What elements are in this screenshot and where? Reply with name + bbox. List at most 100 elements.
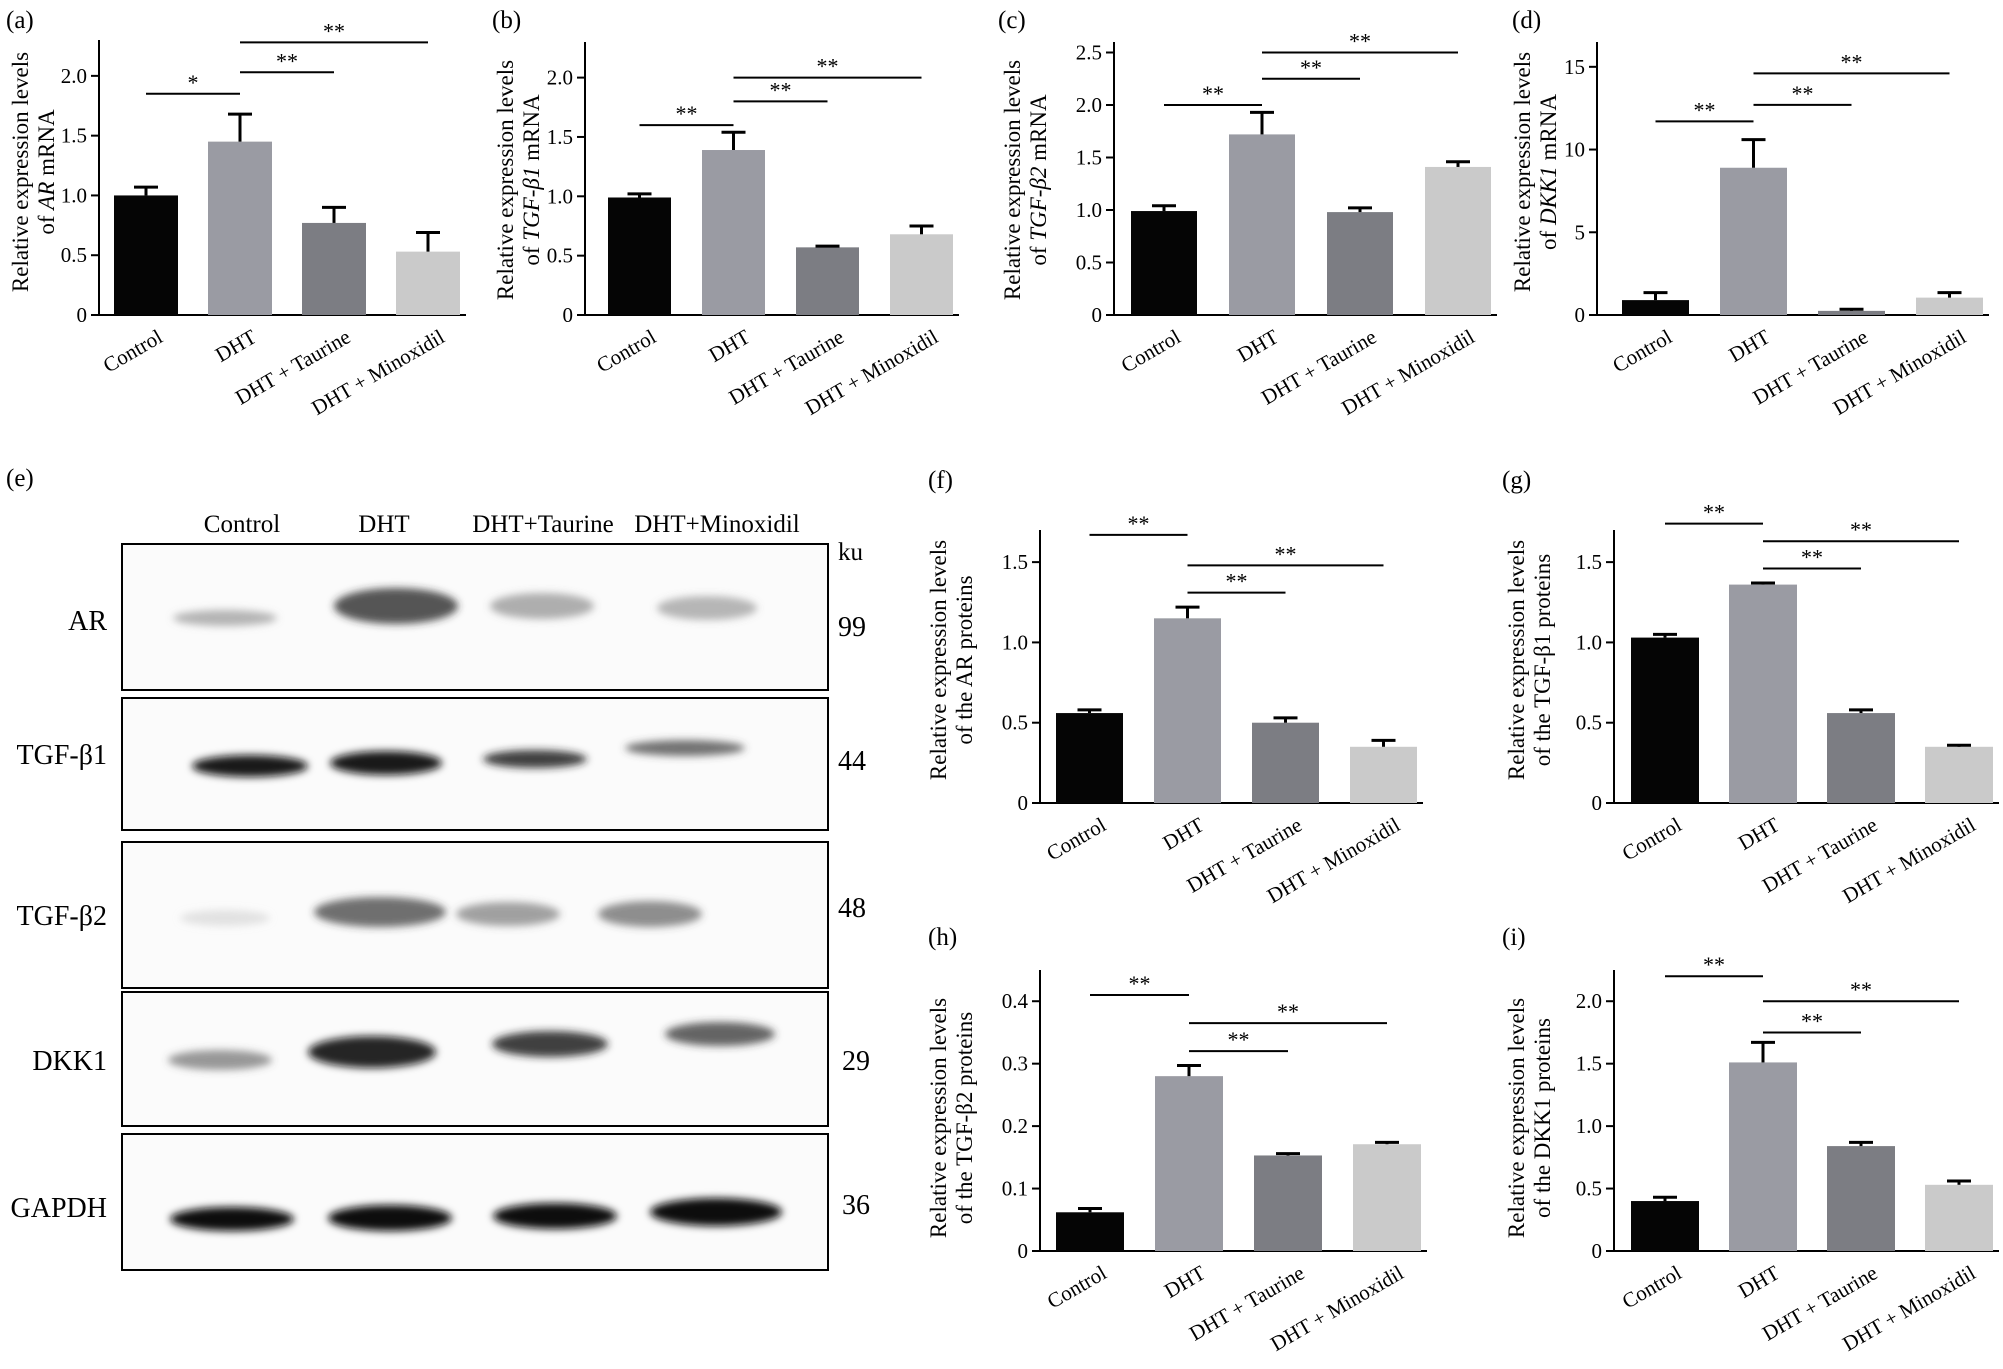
blot-row-size-dkk1: 29 <box>842 1046 870 1077</box>
blot-row-label-gapdh: GAPDH <box>11 1193 107 1224</box>
y-tick-label: 0 <box>1018 1239 1029 1263</box>
x-category-label: Control <box>1608 324 1676 377</box>
panel-label-e: (e) <box>6 465 34 492</box>
x-category-label: DHT <box>1160 1260 1210 1302</box>
blot-bands-ar <box>173 588 757 626</box>
band-tgfb2-dht <box>314 897 446 927</box>
significance-marker: ** <box>1850 977 1872 1002</box>
significance-marker: ** <box>1703 952 1725 977</box>
y-tick-label: 0.5 <box>61 243 87 267</box>
y-axis-title-line2: of the TGF-β2 proteins <box>952 1012 977 1225</box>
y-axis-title-prefix: of <box>34 210 59 235</box>
bar-taurine <box>1818 310 1885 315</box>
x-category-label: DHT <box>1734 812 1784 854</box>
y-tick-label: 1.5 <box>1002 550 1028 574</box>
blot-bands-tgfb2 <box>180 897 702 927</box>
band-tgfb1-dht-minoxidil <box>625 740 745 756</box>
bar-minoxidil <box>1353 1144 1421 1251</box>
y-tick-label: 0.1 <box>1002 1177 1028 1201</box>
bar-dht <box>1154 618 1221 803</box>
blot-row-size-tgfb2: 48 <box>838 893 866 924</box>
band-tgfb2-control <box>180 910 270 926</box>
panel-label: (a) <box>6 7 34 34</box>
significance-marker: ** <box>1694 97 1716 122</box>
bar-taurine <box>1252 722 1319 803</box>
bar-control <box>1056 713 1123 803</box>
chart-panel-7: (i) Relative expression levelsof the DKK1… <box>1502 924 1999 1356</box>
band-tgfb2-dht-minoxidil <box>598 901 702 927</box>
band-ar-dht-taurine <box>490 593 594 619</box>
significance-marker: ** <box>1349 29 1371 54</box>
y-axis-title-line1: Relative expression levels <box>1000 60 1025 300</box>
y-axis-title-suffix: mRNA <box>519 94 544 167</box>
bar-minoxidil <box>1925 746 1993 803</box>
band-ar-control <box>173 610 277 626</box>
panel-label: (g) <box>1502 467 1531 494</box>
y-axis-title: Relative expression levelsof the TGF-β2 … <box>926 998 977 1238</box>
y-tick-label: 1.0 <box>1002 630 1028 654</box>
y-axis-title-line2: of the AR proteins <box>952 575 977 744</box>
band-dkk1-control <box>168 1050 272 1070</box>
significance-marker: ** <box>323 18 345 43</box>
blot-row-label-dkk1: DKK1 <box>32 1046 107 1077</box>
bar-control <box>1631 637 1699 803</box>
y-tick-label: 2.0 <box>547 66 573 90</box>
significance-marker: ** <box>1275 541 1297 566</box>
x-category-label: DHT <box>1159 812 1209 854</box>
blot-bands-tgfb1 <box>192 740 745 777</box>
significance-marker: ** <box>1792 81 1814 106</box>
significance-marker: ** <box>1801 545 1823 570</box>
y-tick-label: 0.2 <box>1002 1114 1028 1138</box>
bar-taurine <box>1827 713 1895 803</box>
y-axis-title-line1: Relative expression levels <box>926 540 951 780</box>
band-gapdh-dht-taurine <box>493 1203 617 1229</box>
y-axis-title-line2: of the DKK1 proteins <box>1530 1018 1555 1218</box>
y-tick-label: 1.0 <box>547 184 573 208</box>
bar-control <box>1622 300 1689 315</box>
significance-marker: ** <box>1841 49 1863 74</box>
y-tick-label: 0.3 <box>1002 1052 1028 1076</box>
significance-marker: ** <box>770 77 792 102</box>
y-tick-label: 0 <box>1592 1239 1603 1263</box>
y-tick-label: 1.0 <box>1076 198 1102 222</box>
significance-marker: ** <box>1801 1008 1823 1033</box>
y-tick-label: 2.0 <box>61 64 87 88</box>
bar-dht <box>1729 1062 1797 1251</box>
significance-marker: ** <box>676 101 698 126</box>
western-blot-panel: (e) Control DHT DHT+Taurine DHT+Minoxidi… <box>6 465 870 1271</box>
y-tick-label: 1.5 <box>1576 550 1602 574</box>
band-gapdh-dht <box>328 1205 452 1231</box>
x-category-label: Control <box>1117 324 1185 377</box>
panel-label: (c) <box>998 7 1026 34</box>
x-category-label: DHT <box>1725 324 1775 366</box>
bar-minoxidil <box>1916 297 1983 315</box>
y-tick-label: 2.0 <box>1576 989 1602 1013</box>
y-axis-title-line2: of AR mRNA <box>34 109 59 235</box>
y-axis-title-line1: Relative expression levels <box>926 998 951 1238</box>
y-axis-title-suffix: mRNA <box>34 109 59 182</box>
blot-row-size-tgfb1: 44 <box>838 746 866 777</box>
y-axis-title-line2: of TGF-β2 mRNA <box>1026 94 1051 266</box>
band-tgfb1-dht-taurine <box>483 750 587 768</box>
significance-marker: ** <box>1128 511 1150 536</box>
bar-dht <box>1155 1076 1223 1251</box>
significance-marker: ** <box>817 54 839 79</box>
panel-label: (h) <box>928 924 957 951</box>
y-tick-label: 0 <box>1018 791 1029 815</box>
blot-bands-dkk1 <box>168 1022 775 1070</box>
bar-minoxidil <box>890 234 953 315</box>
y-axis-title-line1: Relative expression levels <box>8 52 33 292</box>
y-tick-label: 0.5 <box>1576 711 1602 735</box>
bar-taurine <box>302 222 366 315</box>
y-tick-label: 0 <box>1592 791 1603 815</box>
panel-label: (b) <box>492 7 521 34</box>
y-axis-title-gene: TGF-β2 <box>1026 167 1051 241</box>
y-tick-label: 1.0 <box>1576 1114 1602 1138</box>
bar-minoxidil <box>1350 746 1417 803</box>
y-axis-title-line1: Relative expression levels <box>493 60 518 300</box>
significance-marker: ** <box>1277 999 1299 1024</box>
blot-row-size-gapdh: 36 <box>842 1190 870 1221</box>
significance-marker: ** <box>1202 81 1224 106</box>
x-category-label: DHT <box>1233 324 1283 366</box>
